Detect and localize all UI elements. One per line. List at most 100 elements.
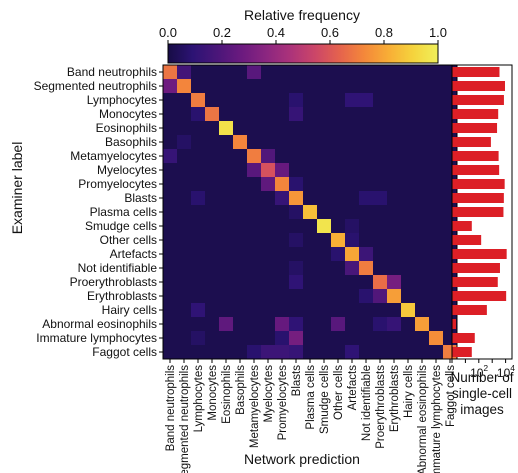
- heatmap-cell: [205, 135, 220, 150]
- row-label: Band neutrophils: [67, 65, 157, 79]
- heatmap-cell: [429, 149, 444, 164]
- heatmap-cell: [247, 191, 262, 206]
- heatmap-cell: [345, 93, 360, 108]
- heatmap-cell: [205, 205, 220, 220]
- heatmap-cell: [387, 275, 402, 290]
- heatmap-cell: [191, 93, 206, 108]
- heatmap-cell: [331, 219, 346, 234]
- heatmap-cell: [387, 163, 402, 178]
- heatmap-cell: [275, 177, 290, 192]
- heatmap-cell: [345, 261, 360, 276]
- row-label: Blasts: [124, 191, 157, 205]
- heatmap-cell: [429, 65, 444, 80]
- heatmap-cell: [275, 289, 290, 304]
- heatmap-cell: [387, 177, 402, 192]
- heatmap-cell: [331, 121, 346, 136]
- bar: [452, 333, 475, 343]
- bar: [452, 291, 507, 301]
- heatmap-cell: [373, 275, 388, 290]
- heatmap-cell: [317, 303, 332, 318]
- heatmap-cell: [205, 289, 220, 304]
- heatmap-cell: [289, 233, 304, 248]
- heatmap-cell: [289, 275, 304, 290]
- bar: [452, 207, 504, 217]
- heatmap-cell: [303, 79, 318, 94]
- heatmap-cell: [429, 79, 444, 94]
- heatmap-cell: [359, 345, 374, 360]
- heatmap-cell: [233, 121, 248, 136]
- heatmap-cell: [359, 149, 374, 164]
- row-label: Abnormal eosinophils: [42, 317, 157, 331]
- column-label: Promyelocytes: [277, 365, 289, 441]
- heatmap-cell: [331, 177, 346, 192]
- heatmap-cell: [317, 289, 332, 304]
- heatmap-cell: [261, 275, 276, 290]
- row-label: Other cells: [100, 233, 157, 247]
- heatmap-cell: [219, 345, 234, 360]
- heatmap-cell: [429, 135, 444, 150]
- heatmap-cell: [289, 303, 304, 318]
- heatmap-cell: [415, 205, 430, 220]
- heatmap-cell: [345, 345, 360, 360]
- heatmap-cell: [317, 345, 332, 360]
- heatmap-cell: [247, 65, 262, 80]
- heatmap-cell: [359, 121, 374, 136]
- heatmap-cell: [317, 331, 332, 346]
- heatmap-cell: [177, 149, 192, 164]
- heatmap-cell: [191, 233, 206, 248]
- heatmap-cell: [331, 149, 346, 164]
- heatmap-cell: [429, 205, 444, 220]
- bar-panel: 10 2 10 4: [451, 64, 515, 380]
- heatmap-cell: [303, 121, 318, 136]
- heatmap-cell: [233, 317, 248, 332]
- column-label: Plasma cells: [305, 365, 317, 430]
- heatmap-cell: [387, 79, 402, 94]
- heatmap-cell: [205, 191, 220, 206]
- heatmap-cell: [373, 261, 388, 276]
- heatmap-cell: [345, 191, 360, 206]
- heatmap-cell: [429, 303, 444, 318]
- heatmap-cell: [373, 149, 388, 164]
- heatmap-cell: [233, 247, 248, 262]
- heatmap-cell: [247, 317, 262, 332]
- row-label: Myelocytes: [97, 163, 157, 177]
- heatmap-cell: [163, 65, 178, 80]
- heatmap-cell: [303, 261, 318, 276]
- heatmap-cell: [429, 247, 444, 262]
- heatmap-cell: [219, 149, 234, 164]
- heatmap-cell: [289, 205, 304, 220]
- heatmap-cell: [415, 345, 430, 360]
- heatmap-cell: [163, 149, 178, 164]
- heatmap-cell: [429, 191, 444, 206]
- bar-x-axis-label-line: images: [460, 402, 504, 417]
- heatmap-cell: [163, 121, 178, 136]
- heatmap-cell: [191, 121, 206, 136]
- row-label: Smudge cells: [85, 219, 157, 233]
- heatmap-cell: [191, 247, 206, 262]
- colorbar-label: Relative frequency: [244, 7, 360, 23]
- heatmap-cell: [261, 261, 276, 276]
- heatmap-cell: [317, 275, 332, 290]
- heatmap-cell: [261, 233, 276, 248]
- colorbar-tick-label: 0.2: [213, 25, 231, 40]
- column-labels: Band neutrophils Segmented neutrophils Lym…: [165, 359, 457, 473]
- row-label: Lymphocytes: [87, 93, 157, 107]
- heatmap-cell: [191, 149, 206, 164]
- heatmap-cell: [261, 345, 276, 360]
- heatmap-cell: [373, 289, 388, 304]
- colorbar: [167, 43, 439, 64]
- heatmap-cell: [331, 79, 346, 94]
- heatmap-cell: [303, 65, 318, 80]
- column-label: Metamyelocytes: [249, 365, 261, 448]
- heatmap-cell: [317, 205, 332, 220]
- heatmap-cell: [219, 247, 234, 262]
- heatmap-cell: [205, 331, 220, 346]
- heatmap-cell: [331, 65, 346, 80]
- heatmap-cell: [387, 191, 402, 206]
- colorbar-tick-label: 0.6: [321, 25, 339, 40]
- heatmap-cell: [275, 233, 290, 248]
- heatmap-cell: [289, 191, 304, 206]
- heatmap-cell: [359, 247, 374, 262]
- heatmap-cell: [401, 303, 416, 318]
